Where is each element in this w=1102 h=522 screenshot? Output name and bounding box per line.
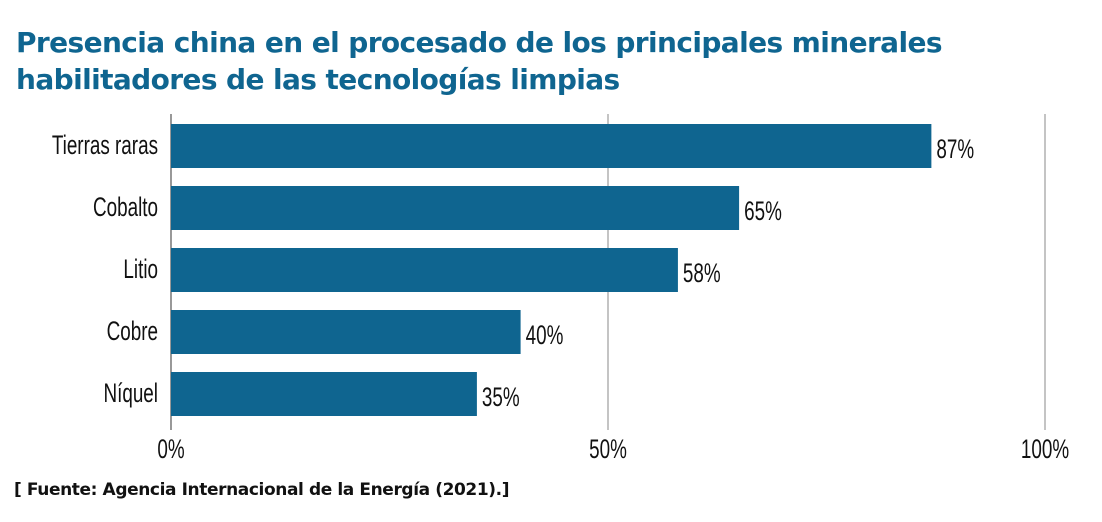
- title-line-1: Presencia china en el procesado de los p…: [16, 26, 943, 59]
- category-label: Litio: [123, 254, 158, 284]
- value-label: 40%: [526, 320, 564, 350]
- source-note: [ Fuente: Agencia Internacional de la En…: [14, 480, 510, 500]
- bar-tierras-raras: [171, 124, 932, 168]
- bar-cobalto: [171, 186, 740, 230]
- category-label: Níquel: [103, 378, 158, 408]
- bar-níquel: [171, 372, 477, 416]
- value-label: 35%: [482, 382, 520, 412]
- category-label: Tierras raras: [52, 130, 158, 160]
- tick-label: 0%: [157, 434, 184, 464]
- value-label: 65%: [744, 196, 782, 226]
- value-label: 87%: [936, 134, 974, 164]
- bar-cobre: [171, 310, 521, 354]
- category-label: Cobre: [107, 316, 158, 346]
- tick-label: 100%: [1021, 434, 1069, 464]
- title-line-2: habilitadores de las tecnologías limpias: [16, 63, 620, 96]
- tick-label: 50%: [589, 434, 627, 464]
- category-label: Cobalto: [93, 192, 158, 222]
- bar-litio: [171, 248, 678, 292]
- value-label: 58%: [683, 258, 721, 288]
- chart-title: Presencia china en el procesado de los p…: [16, 24, 943, 98]
